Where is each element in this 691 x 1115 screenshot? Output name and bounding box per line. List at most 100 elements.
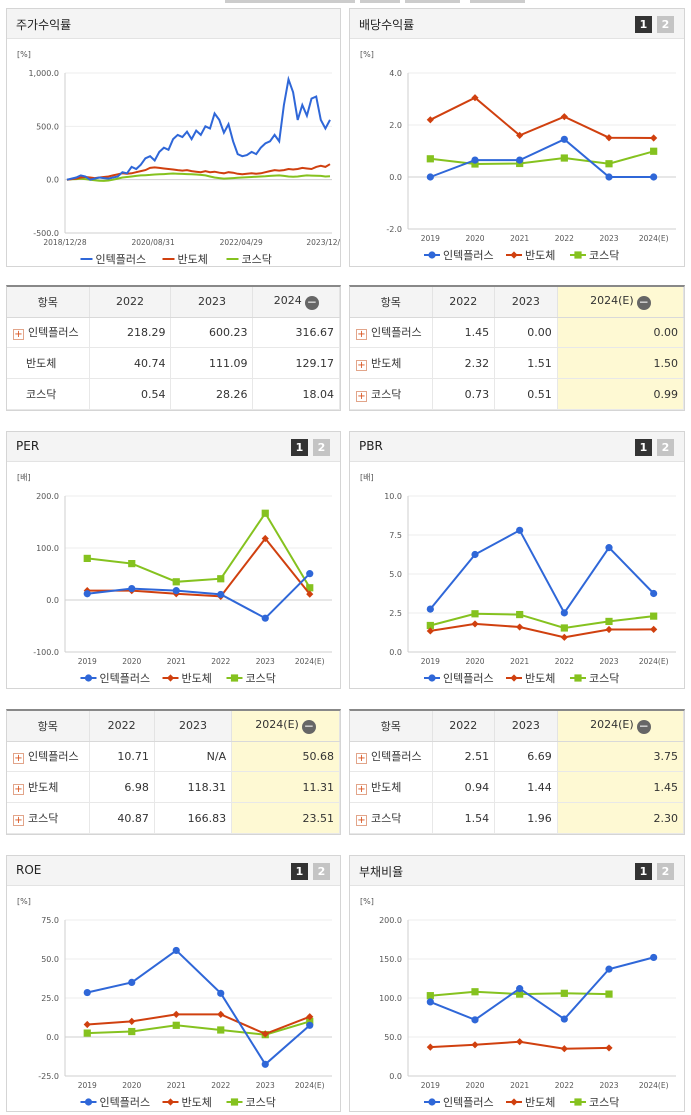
cell: 118.31	[154, 771, 233, 804]
x-tick-label: 2019	[421, 1081, 440, 1090]
data-point	[650, 173, 658, 181]
data-point	[605, 134, 613, 142]
cell: 111.09	[170, 347, 254, 380]
legend-label: 코스닥	[589, 672, 619, 685]
view-1-button[interactable]: 1	[635, 439, 652, 456]
row-name[interactable]: + 반도체	[350, 347, 433, 380]
legend-marker	[574, 1098, 582, 1106]
collapse-icon[interactable]: −	[304, 294, 319, 310]
expand-icon[interactable]: +	[13, 753, 24, 765]
y-tick-label: -100.0	[33, 648, 59, 657]
cell: 0.73	[432, 378, 496, 410]
expand-icon[interactable]: +	[356, 753, 367, 765]
legend-marker	[574, 251, 582, 259]
row-name[interactable]: + 인텍플러스	[350, 741, 433, 773]
view-2-button[interactable]: 2	[657, 863, 674, 880]
x-tick-label: 2024(E)	[295, 657, 325, 666]
unit-label: [%]	[17, 897, 31, 906]
data-point	[217, 1026, 225, 1034]
legend-item: 반도체	[506, 672, 555, 685]
y-tick-label: 2.0	[389, 121, 402, 130]
series-line	[87, 1020, 311, 1036]
legend-marker	[166, 1098, 175, 1106]
cell: 2.51	[432, 741, 496, 773]
legend-label: 인텍플러스	[443, 249, 494, 262]
cell: 18.04	[252, 378, 340, 410]
series-line	[87, 511, 311, 589]
row-name[interactable]: + 인텍플러스	[7, 317, 90, 349]
x-tick-label: 2019	[421, 657, 440, 666]
legend-label: 반도체	[182, 672, 212, 685]
view-2-button[interactable]: 2	[657, 16, 674, 33]
collapse-icon[interactable]: −	[636, 718, 651, 734]
data-point	[261, 509, 269, 517]
expand-icon[interactable]: +	[356, 391, 367, 403]
y-tick-label: 25.0	[41, 994, 59, 1003]
legend-item: 인텍플러스	[424, 249, 494, 262]
expand-icon[interactable]: +	[13, 329, 24, 341]
row-name[interactable]: + 인텍플러스	[7, 741, 90, 773]
x-tick-label: 2019	[421, 234, 440, 243]
data-point	[605, 173, 613, 181]
col-header: 2022	[432, 287, 496, 318]
stock-return-table: 항목 2022 2023 2024− + 인텍플러스 218.29 600.23 316.67…	[6, 285, 341, 411]
cell: 0.51	[494, 378, 558, 410]
expand-icon[interactable]: +	[356, 784, 367, 796]
cell: 10.71	[89, 741, 155, 773]
cell: 166.83	[154, 802, 233, 834]
collapse-icon[interactable]: −	[636, 294, 651, 310]
data-point	[83, 1029, 91, 1037]
expand-icon[interactable]: +	[13, 784, 24, 796]
view-1-button[interactable]: 1	[291, 439, 308, 456]
row-name[interactable]: + 반도체	[350, 771, 433, 804]
view-1-button[interactable]: 1	[635, 863, 652, 880]
view-2-button[interactable]: 2	[657, 439, 674, 456]
col-header: 2024(E) −	[231, 711, 340, 742]
unit-label: [배]	[360, 473, 374, 482]
cell: 2.32	[432, 347, 496, 380]
data-point	[650, 625, 658, 633]
row-name[interactable]: + 코스닥	[350, 378, 433, 410]
expand-icon[interactable]: +	[356, 815, 367, 827]
row-name[interactable]: + 반도체	[7, 771, 90, 804]
view-2-button[interactable]: 2	[313, 863, 330, 880]
data-point	[650, 147, 658, 155]
x-tick-label: 2023	[256, 657, 275, 666]
view-1-button[interactable]: 1	[291, 863, 308, 880]
y-tick-label: -2.0	[386, 225, 402, 234]
x-tick-label: 2024(E)	[639, 234, 669, 243]
y-tick-label: 10.0	[384, 492, 402, 501]
expand-icon[interactable]: +	[13, 815, 24, 827]
legend-item: 인텍플러스	[424, 672, 494, 685]
row-name[interactable]: + 코스닥	[7, 802, 90, 834]
data-point	[426, 621, 434, 630]
y-tick-label: 7.5	[389, 531, 402, 540]
expand-icon[interactable]: +	[356, 360, 367, 372]
cell: 0.54	[89, 378, 172, 410]
view-2-button[interactable]: 2	[313, 439, 330, 456]
legend-marker	[510, 674, 518, 682]
data-point	[306, 1017, 314, 1025]
collapse-icon[interactable]: −	[301, 718, 316, 734]
data-point	[560, 113, 568, 121]
x-tick-label: 2022	[211, 1081, 230, 1090]
col-header: 2022	[89, 711, 155, 742]
panel-title: 주가수익률	[16, 18, 72, 32]
cell: 0.94	[432, 771, 496, 804]
data-point	[560, 1015, 568, 1023]
row-name[interactable]: + 인텍플러스	[350, 317, 433, 349]
view-1-button[interactable]: 1	[635, 16, 652, 33]
pbr-table: 항목 2022 2023 2024(E) − + 인텍플러스 2.51 6.69 3.75 + 반…	[349, 709, 685, 835]
row-name[interactable]: + 코스닥	[350, 802, 433, 834]
expand-icon[interactable]: +	[356, 329, 367, 341]
legend-item: 코스닥	[570, 672, 619, 685]
legend-item: 코스닥	[226, 672, 276, 685]
cell: 1.50	[557, 347, 685, 380]
data-point	[471, 620, 479, 628]
legend-marker	[84, 1098, 93, 1106]
y-tick-label: 50.0	[41, 955, 59, 964]
y-tick-label: 0.0	[389, 173, 402, 182]
legend-label: 인텍플러스	[443, 672, 494, 685]
